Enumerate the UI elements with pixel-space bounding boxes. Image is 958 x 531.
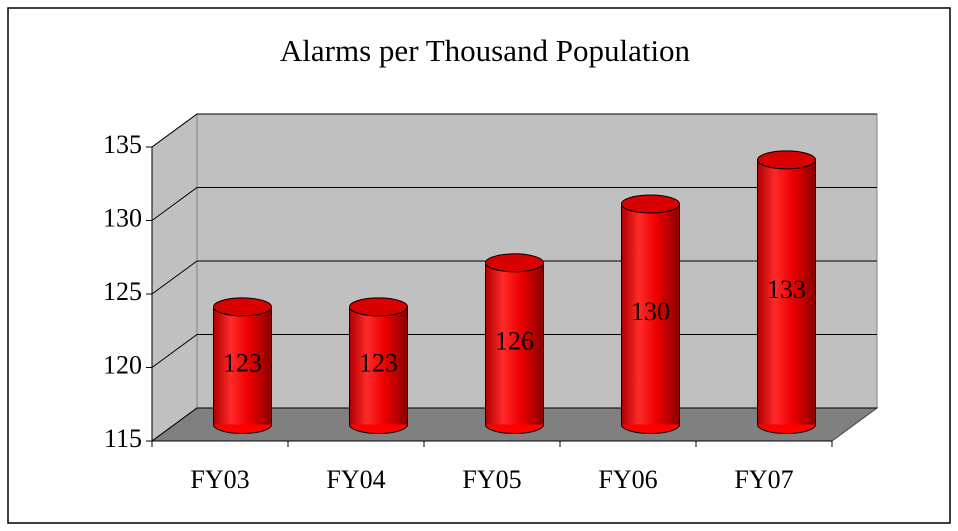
y-tick-label: 130 (103, 203, 142, 232)
bar-top (485, 253, 544, 273)
bar-top (757, 150, 816, 170)
x-tick-label: FY05 (462, 465, 521, 494)
bar (757, 150, 816, 434)
bar-body (757, 159, 816, 425)
bar-body (349, 306, 408, 425)
bar-body (213, 306, 272, 425)
y-tick-label: 120 (103, 350, 142, 379)
chart-title: Alarms per Thousand Population (280, 33, 691, 68)
value-label: 133 (767, 275, 806, 304)
bar (621, 194, 680, 434)
x-tick-label: FY07 (734, 465, 793, 494)
grid-line (151, 113, 877, 148)
bar-top (349, 297, 408, 317)
y-tick-label: 135 (103, 130, 142, 159)
y-tick-label: 125 (103, 277, 142, 306)
bar-top (621, 194, 680, 214)
x-tick-label: FY03 (190, 465, 249, 494)
value-label: 123 (223, 349, 262, 378)
bar-body (621, 204, 680, 425)
grid-line (151, 187, 877, 221)
value-label: 126 (495, 327, 534, 356)
x-tick-label: FY06 (598, 465, 657, 494)
value-label: 123 (359, 349, 398, 378)
bar-top (213, 297, 272, 317)
bar (349, 297, 408, 434)
y-tick-label: 115 (104, 424, 142, 453)
bar (485, 253, 544, 434)
bar-body (485, 262, 544, 425)
value-label: 130 (631, 297, 670, 326)
bar (213, 297, 272, 434)
x-tick-label: FY04 (326, 465, 385, 494)
